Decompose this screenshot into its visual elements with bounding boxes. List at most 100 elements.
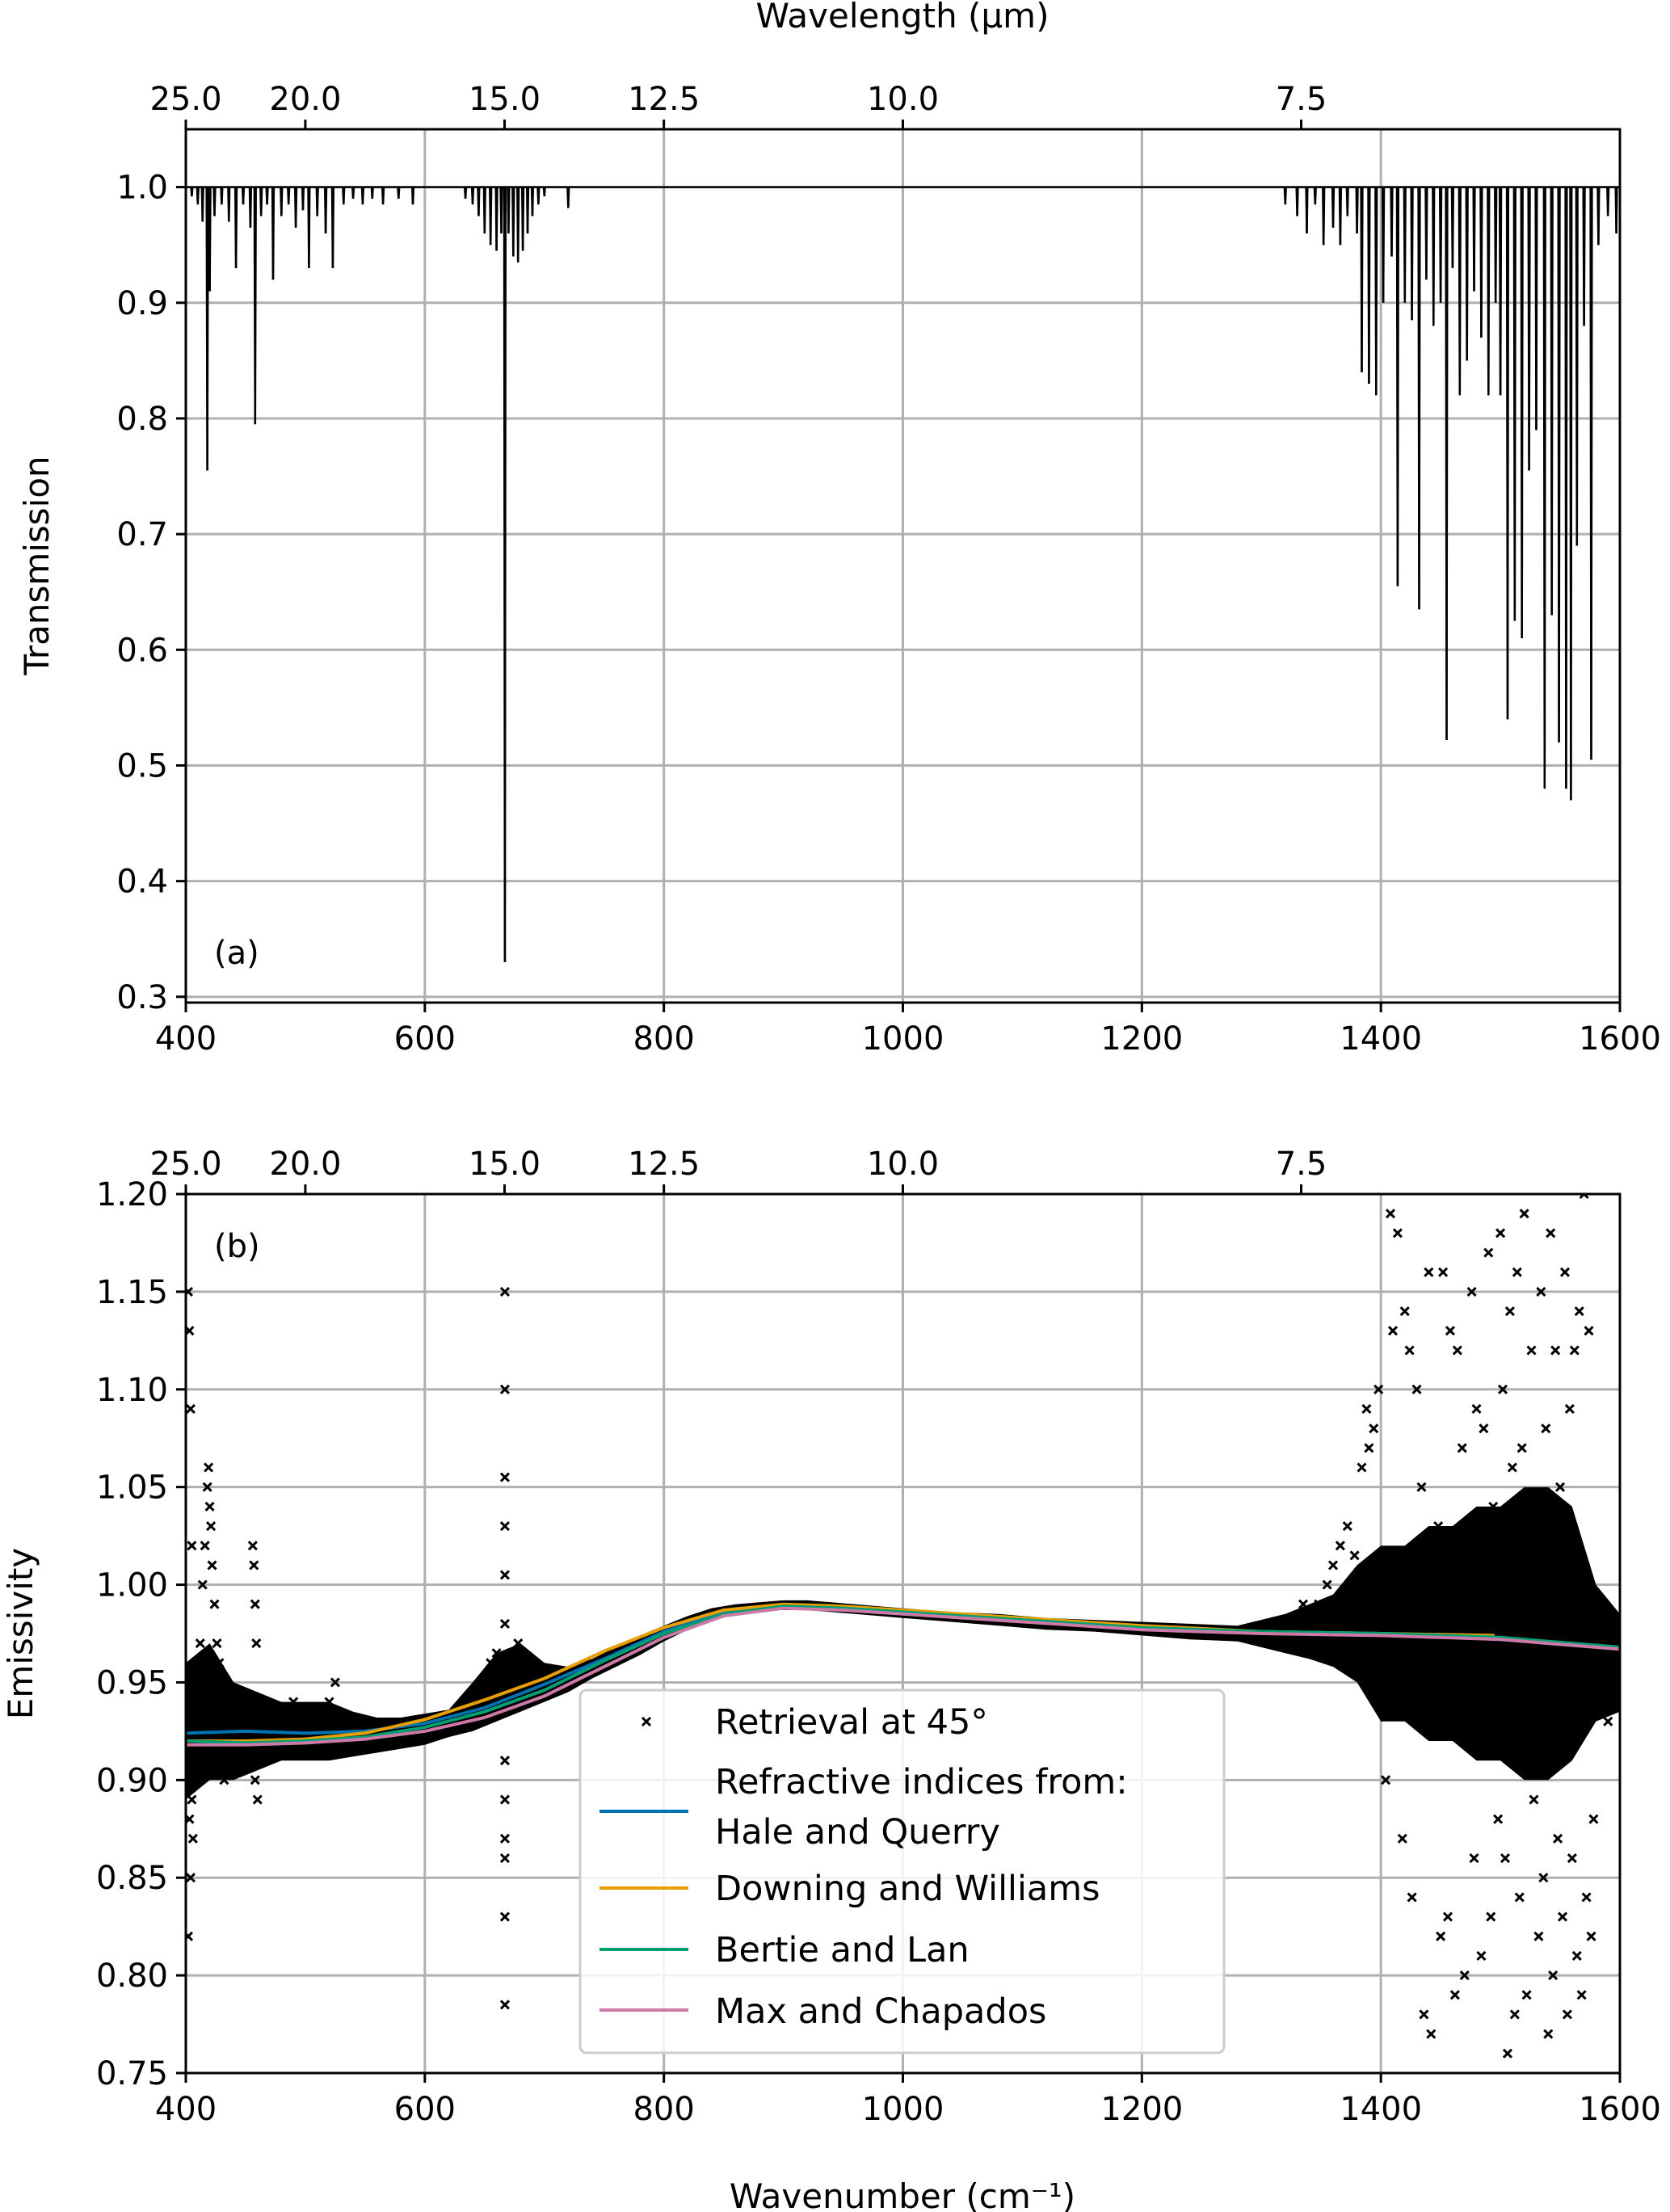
retrieval-point — [1546, 1228, 1556, 1238]
retrieval-point — [1357, 1462, 1367, 1473]
transmission-ticks: 400 600 800 1000 1200 1400 1600 0.3 0.4 0.5 0.6 0.7… — [116, 81, 1661, 1058]
transmission-y-tick-label: 0.9 — [116, 285, 168, 322]
legend-header: Refractive indices from: — [715, 1762, 1128, 1802]
transmission-y-tick-label: 0.8 — [116, 401, 168, 438]
retrieval-point — [1514, 1892, 1525, 1903]
retrieval-point — [204, 1462, 214, 1473]
retrieval-point — [479, 1687, 490, 1697]
transmission-x-tick-label: 400 — [155, 1020, 217, 1058]
transmission-x-tick-label: 1400 — [1340, 1020, 1422, 1058]
retrieval-point — [1342, 1520, 1352, 1532]
retrieval-point — [1529, 1794, 1539, 1805]
retrieval-point — [1564, 1403, 1575, 1415]
retrieval-point — [197, 1579, 208, 1590]
retrieval-point — [288, 1697, 299, 1707]
retrieval-point — [212, 1638, 222, 1649]
retrieval-point — [186, 1286, 194, 1297]
emissivity-y-tick-label: 0.90 — [96, 1762, 168, 1799]
wavenumber-axis-label: Wavenumber (cm⁻¹) — [730, 2176, 1075, 2212]
retrieval-point — [1598, 1658, 1609, 1668]
retrieval-point — [1550, 1345, 1561, 1356]
retrieval-point — [200, 1541, 210, 1551]
retrieval-point — [1593, 1677, 1604, 1688]
retrieval-point — [330, 1677, 340, 1688]
retrieval-point — [1574, 1306, 1584, 1317]
retrieval-point — [1524, 1541, 1534, 1551]
retrieval-point — [1479, 1424, 1489, 1434]
emissivity-y-tick-label: 1.10 — [96, 1372, 168, 1409]
retrieval-point — [1533, 1931, 1544, 1941]
transmission-y-tick-label: 0.6 — [116, 632, 168, 669]
retrieval-point — [186, 1403, 196, 1415]
retrieval-point — [1495, 1228, 1506, 1238]
retrieval-point — [499, 1286, 510, 1297]
legend-retrieval-label: Retrieval at 45° — [715, 1702, 988, 1743]
retrieval-point — [1507, 1462, 1517, 1473]
retrieval-point — [1569, 1345, 1580, 1356]
transmission-x-tick-label: 1600 — [1579, 1020, 1661, 1058]
retrieval-point — [217, 1677, 227, 1688]
transmission-top-tick-label: 12.5 — [628, 81, 700, 118]
retrieval-point — [1559, 1267, 1571, 1277]
emissivity-panel: 400 600 800 1000 1200 1400 1600 0.75 0.80 0.85 0.9… — [1, 1146, 1661, 2212]
retrieval-point — [1538, 1873, 1549, 1883]
retrieval-point — [229, 1697, 239, 1707]
retrieval-point — [499, 1570, 510, 1580]
emissivity-top-tick-label: 20.0 — [269, 1146, 341, 1183]
retrieval-point — [1469, 1852, 1479, 1864]
retrieval-point — [1436, 1931, 1446, 1941]
retrieval-point — [297, 1706, 309, 1717]
emissivity-data — [186, 1194, 1620, 2059]
retrieval-point — [1298, 1599, 1309, 1609]
retrieval-point — [254, 1697, 265, 1707]
retrieval-point — [1392, 1228, 1403, 1238]
retrieval-point — [186, 1931, 194, 1941]
retrieval-point — [252, 1794, 263, 1805]
retrieval-point — [214, 1658, 225, 1668]
retrieval-point — [1581, 1892, 1592, 1903]
retrieval-point — [499, 1618, 510, 1629]
retrieval-point — [1385, 1209, 1396, 1219]
transmission-axis-label: Transmission — [17, 456, 57, 675]
emissivity-x-tick-label: 1400 — [1340, 2091, 1422, 2128]
retrieval-point — [1457, 1443, 1467, 1453]
retrieval-point — [1445, 1326, 1456, 1336]
retrieval-point — [221, 1756, 232, 1766]
retrieval-point — [324, 1697, 334, 1707]
retrieval-point — [1442, 1911, 1453, 1922]
retrieval-point — [486, 1658, 496, 1668]
retrieval-point — [1516, 1443, 1527, 1453]
retrieval-point — [1557, 1911, 1568, 1922]
emissivity-top-tick-label: 7.5 — [1276, 1146, 1327, 1183]
transmission-panel: 400 600 800 1000 1200 1400 1600 0.3 0.4 0.5 0.6 0.7… — [17, 0, 1661, 1058]
retrieval-point — [187, 1541, 197, 1551]
transmission-top-tick-label: 10.0 — [867, 81, 939, 118]
retrieval-point — [247, 1541, 258, 1551]
retrieval-point — [1512, 1267, 1522, 1277]
emissivity-top-tick-label: 12.5 — [628, 1146, 700, 1183]
retrieval-point — [1584, 1326, 1594, 1336]
retrieval-point — [1327, 1560, 1339, 1571]
retrieval-point — [1452, 1345, 1462, 1356]
emissivity-y-tick-label: 1.20 — [96, 1176, 168, 1213]
retrieval-point — [234, 1706, 245, 1717]
retrieval-point — [520, 1658, 531, 1668]
panel-a-label: (a) — [214, 935, 259, 972]
retrieval-point — [1500, 1852, 1511, 1864]
transmission-top-tick-label: 7.5 — [1276, 81, 1327, 118]
retrieval-point — [1407, 1892, 1417, 1903]
retrieval-point — [499, 1384, 510, 1394]
retrieval-point — [250, 1599, 260, 1609]
retrieval-point — [1488, 1501, 1499, 1512]
retrieval-point — [1397, 1833, 1407, 1844]
retrieval-point — [1411, 1384, 1422, 1394]
retrieval-point — [186, 1873, 196, 1883]
legend-bertie-lan: Bertie and Lan — [715, 1930, 970, 1970]
emissivity-y-tick-label: 0.80 — [96, 1958, 168, 1995]
retrieval-point — [1471, 1403, 1482, 1415]
retrieval-point — [1404, 1345, 1415, 1356]
legend-box — [578, 1688, 1226, 2054]
transmission-spectrum — [186, 186, 1620, 962]
transmission-top-tick-label: 25.0 — [149, 81, 221, 118]
